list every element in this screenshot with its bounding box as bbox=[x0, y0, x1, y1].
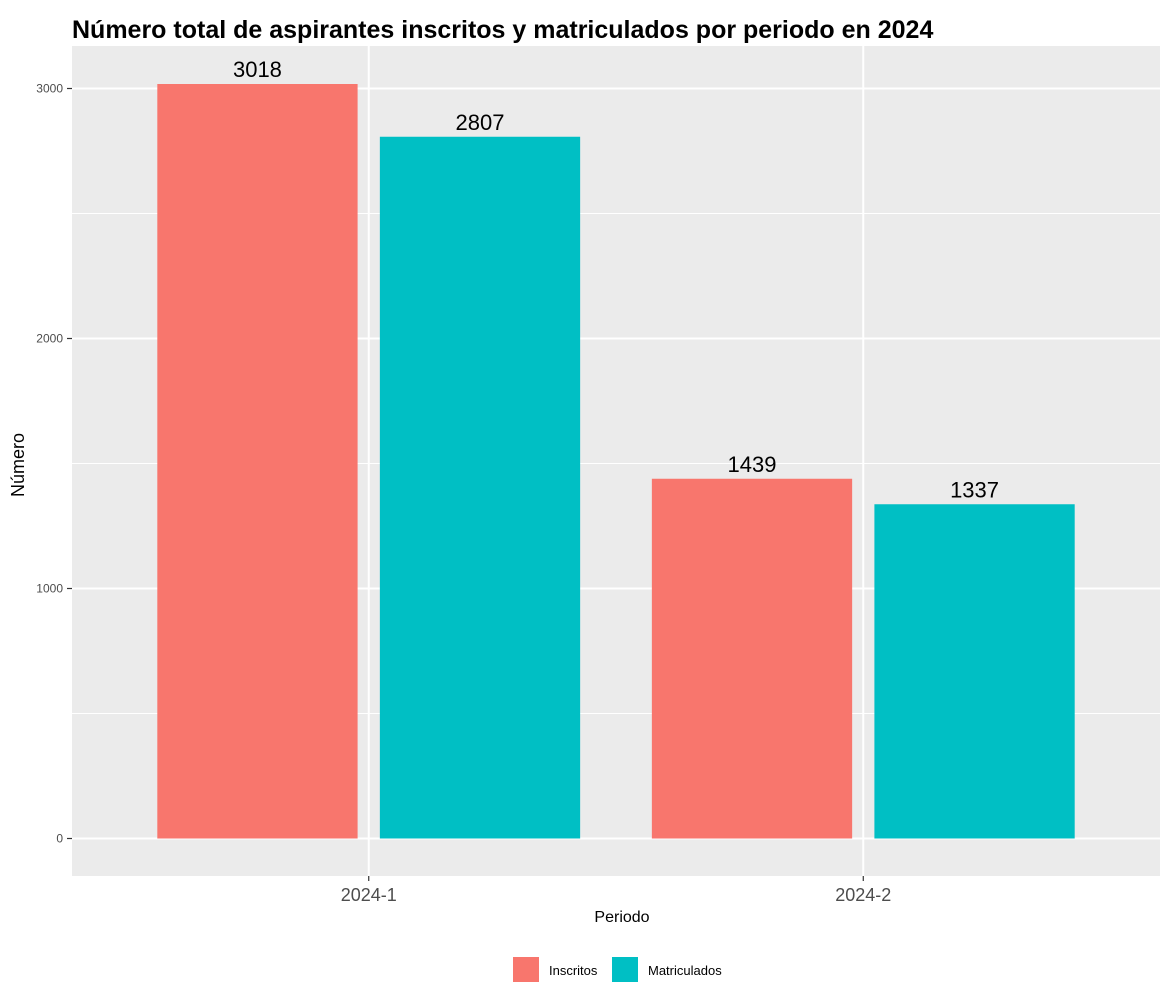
bars bbox=[157, 84, 1075, 839]
y-tick-label: 0 bbox=[56, 832, 63, 846]
legend-label: Inscritos bbox=[549, 963, 598, 978]
legend: Inscritos Matriculados bbox=[513, 957, 722, 983]
legend-key-matriculados bbox=[612, 957, 638, 983]
y-axis: 0 1000 2000 3000 bbox=[36, 82, 72, 846]
bar-inscritos-2024-2 bbox=[651, 478, 853, 839]
legend-label: Matriculados bbox=[648, 963, 722, 978]
x-tick-label: 2024-2 bbox=[835, 885, 891, 905]
legend-key-inscritos bbox=[513, 957, 539, 983]
y-tick-label: 3000 bbox=[36, 82, 63, 96]
x-axis: 2024-1 2024-2 bbox=[341, 876, 891, 905]
y-tick-label: 1000 bbox=[36, 582, 63, 596]
bar-inscritos-2024-1 bbox=[157, 84, 358, 839]
bar-value-label: 1439 bbox=[728, 452, 777, 477]
chart-title: Número total de aspirantes inscritos y m… bbox=[72, 16, 933, 44]
x-tick-label: 2024-1 bbox=[341, 885, 397, 905]
bar-value-label: 2807 bbox=[456, 110, 505, 135]
bar-matriculados-2024-1 bbox=[379, 136, 581, 839]
bar-matriculados-2024-2 bbox=[874, 504, 1075, 839]
bar-value-labels: 3018 2807 1439 1337 bbox=[233, 57, 999, 502]
bar-value-label: 3018 bbox=[233, 57, 282, 82]
y-tick-label: 2000 bbox=[36, 332, 63, 346]
y-axis-title: Número bbox=[8, 433, 28, 497]
bar-value-label: 1337 bbox=[950, 477, 999, 502]
x-axis-title: Periodo bbox=[594, 909, 649, 926]
